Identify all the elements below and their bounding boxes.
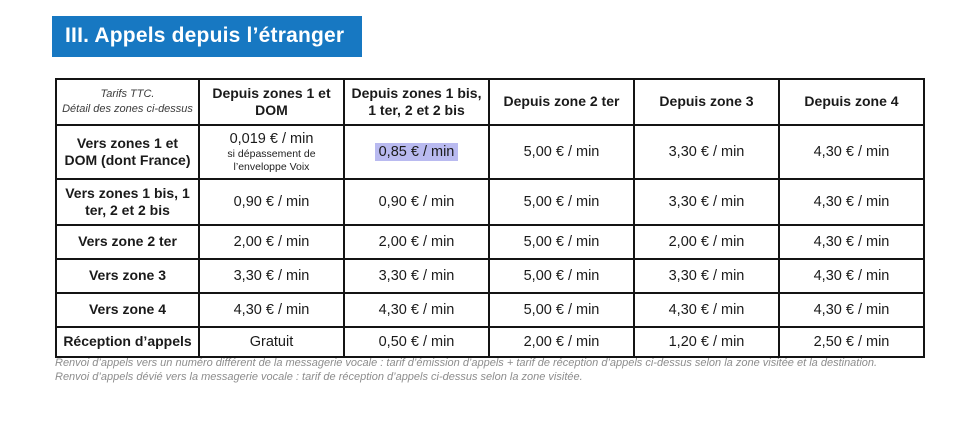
table-corner-note: Tarifs TTC. Détail des zones ci-dessus [55, 78, 200, 126]
footnotes: Renvoi d’appels vers un numéro différent… [55, 356, 925, 384]
row-label: Vers zone 4 [55, 292, 200, 328]
price-cell: 5,00 € / min [488, 292, 635, 328]
price-cell: 2,50 € / min [778, 326, 925, 358]
table-row: Réception d’appels Gratuit 0,50 € / min … [55, 326, 925, 358]
price-cell: 4,30 € / min [778, 124, 925, 180]
table-row: Vers zones 1 et DOM (dont France) 0,019 … [55, 124, 925, 180]
price-cell: 5,00 € / min [488, 258, 635, 294]
price-cell: 3,30 € / min [198, 258, 345, 294]
price-cell: 5,00 € / min [488, 224, 635, 260]
price-cell: 4,30 € / min [198, 292, 345, 328]
row-label: Vers zones 1 bis, 1 ter, 2 et 2 bis [55, 178, 200, 226]
price-cell: 4,30 € / min [343, 292, 490, 328]
price-cell: 2,00 € / min [633, 224, 780, 260]
table-row: Vers zone 4 4,30 € / min 4,30 € / min 5,… [55, 292, 925, 328]
table-row: Vers zones 1 bis, 1 ter, 2 et 2 bis 0,90… [55, 178, 925, 226]
price-cell: 0,50 € / min [343, 326, 490, 358]
footnote-line-2: Renvoi d’appels dévié vers la messagerie… [55, 371, 583, 384]
section-title-banner: III. Appels depuis l’étranger [52, 16, 363, 57]
pricing-table: Tarifs TTC. Détail des zones ci-dessus D… [55, 78, 925, 358]
price-cell: 4,30 € / min [778, 224, 925, 260]
price-cell: 4,30 € / min [778, 292, 925, 328]
price-cell: 2,00 € / min [198, 224, 345, 260]
price-cell: 4,30 € / min [633, 292, 780, 328]
price-cell: Gratuit [198, 326, 345, 358]
corner-line-1: Tarifs TTC. [100, 88, 155, 101]
row-label: Vers zone 3 [55, 258, 200, 294]
price-value: 0,019 € / min [229, 130, 314, 147]
table-row: Vers zone 3 3,30 € / min 3,30 € / min 5,… [55, 258, 925, 294]
row-label: Vers zone 2 ter [55, 224, 200, 260]
price-cell: 2,00 € / min [488, 326, 635, 358]
price-cell: 1,20 € / min [633, 326, 780, 358]
price-cell: 0,90 € / min [343, 178, 490, 226]
price-cell: 5,00 € / min [488, 178, 635, 226]
price-cell: 3,30 € / min [633, 178, 780, 226]
price-note: si dépassement de l’enveloppe Voix [227, 147, 316, 173]
column-header-zones-1bis: Depuis zones 1 bis, 1 ter, 2 et 2 bis [343, 78, 490, 126]
highlighted-price-value: 0,85 € / min [374, 143, 459, 161]
column-header-zones-1-dom: Depuis zones 1 et DOM [198, 78, 345, 126]
price-cell: 4,30 € / min [778, 178, 925, 226]
footnote-line-1: Renvoi d’appels vers un numéro différent… [55, 357, 878, 369]
price-cell: 0,90 € / min [198, 178, 345, 226]
price-cell: 3,30 € / min [633, 124, 780, 180]
price-cell: 3,30 € / min [343, 258, 490, 294]
section-title: III. Appels depuis l’étranger [65, 24, 345, 47]
row-label: Vers zones 1 et DOM (dont France) [55, 124, 200, 180]
price-cell: 2,00 € / min [343, 224, 490, 260]
row-label: Réception d’appels [55, 326, 200, 358]
corner-line-2: Détail des zones ci-dessus [62, 103, 193, 115]
price-cell: 4,30 € / min [778, 258, 925, 294]
column-header-zone-2ter: Depuis zone 2 ter [488, 78, 635, 126]
price-cell: 0,019 € / min si dépassement de l’envelo… [198, 124, 345, 180]
price-cell: 5,00 € / min [488, 124, 635, 180]
price-cell: 3,30 € / min [633, 258, 780, 294]
header-row: Tarifs TTC. Détail des zones ci-dessus D… [55, 78, 925, 126]
column-header-zone-4: Depuis zone 4 [778, 78, 925, 126]
column-header-zone-3: Depuis zone 3 [633, 78, 780, 126]
price-cell: 0,85 € / min [343, 124, 490, 180]
table-row: Vers zone 2 ter 2,00 € / min 2,00 € / mi… [55, 224, 925, 260]
